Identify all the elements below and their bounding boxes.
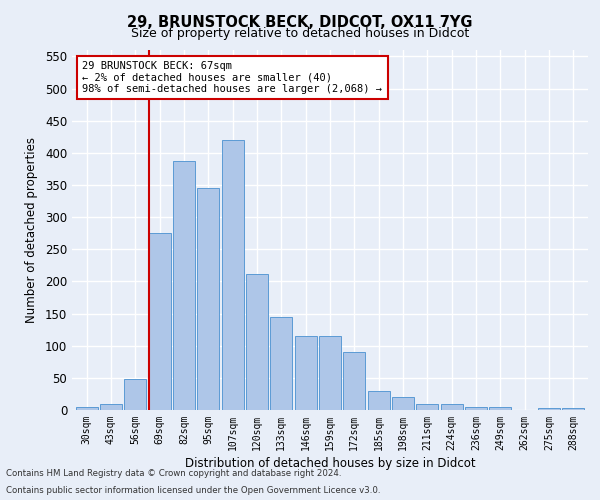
Bar	[416, 404, 439, 410]
Text: 29, BRUNSTOCK BECK, DIDCOT, OX11 7YG: 29, BRUNSTOCK BECK, DIDCOT, OX11 7YG	[127, 15, 473, 30]
Bar	[246, 274, 268, 410]
Bar	[319, 336, 341, 410]
Bar	[221, 140, 244, 410]
Bar	[173, 160, 195, 410]
Bar	[538, 408, 560, 410]
Y-axis label: Number of detached properties: Number of detached properties	[25, 137, 38, 323]
Bar	[465, 407, 487, 410]
Bar	[149, 233, 170, 410]
Bar	[100, 404, 122, 410]
Bar	[343, 352, 365, 410]
Bar	[441, 404, 463, 410]
Text: Contains public sector information licensed under the Open Government Licence v3: Contains public sector information licen…	[6, 486, 380, 495]
Bar	[368, 390, 389, 410]
Bar	[197, 188, 219, 410]
Bar	[562, 408, 584, 410]
X-axis label: Distribution of detached houses by size in Didcot: Distribution of detached houses by size …	[185, 457, 475, 470]
Bar	[392, 397, 414, 410]
Bar	[295, 336, 317, 410]
Bar	[490, 407, 511, 410]
Text: Size of property relative to detached houses in Didcot: Size of property relative to detached ho…	[131, 28, 469, 40]
Text: 29 BRUNSTOCK BECK: 67sqm
← 2% of detached houses are smaller (40)
98% of semi-de: 29 BRUNSTOCK BECK: 67sqm ← 2% of detache…	[82, 61, 382, 94]
Bar	[76, 407, 98, 410]
Text: Contains HM Land Registry data © Crown copyright and database right 2024.: Contains HM Land Registry data © Crown c…	[6, 468, 341, 477]
Bar	[124, 379, 146, 410]
Bar	[271, 317, 292, 410]
